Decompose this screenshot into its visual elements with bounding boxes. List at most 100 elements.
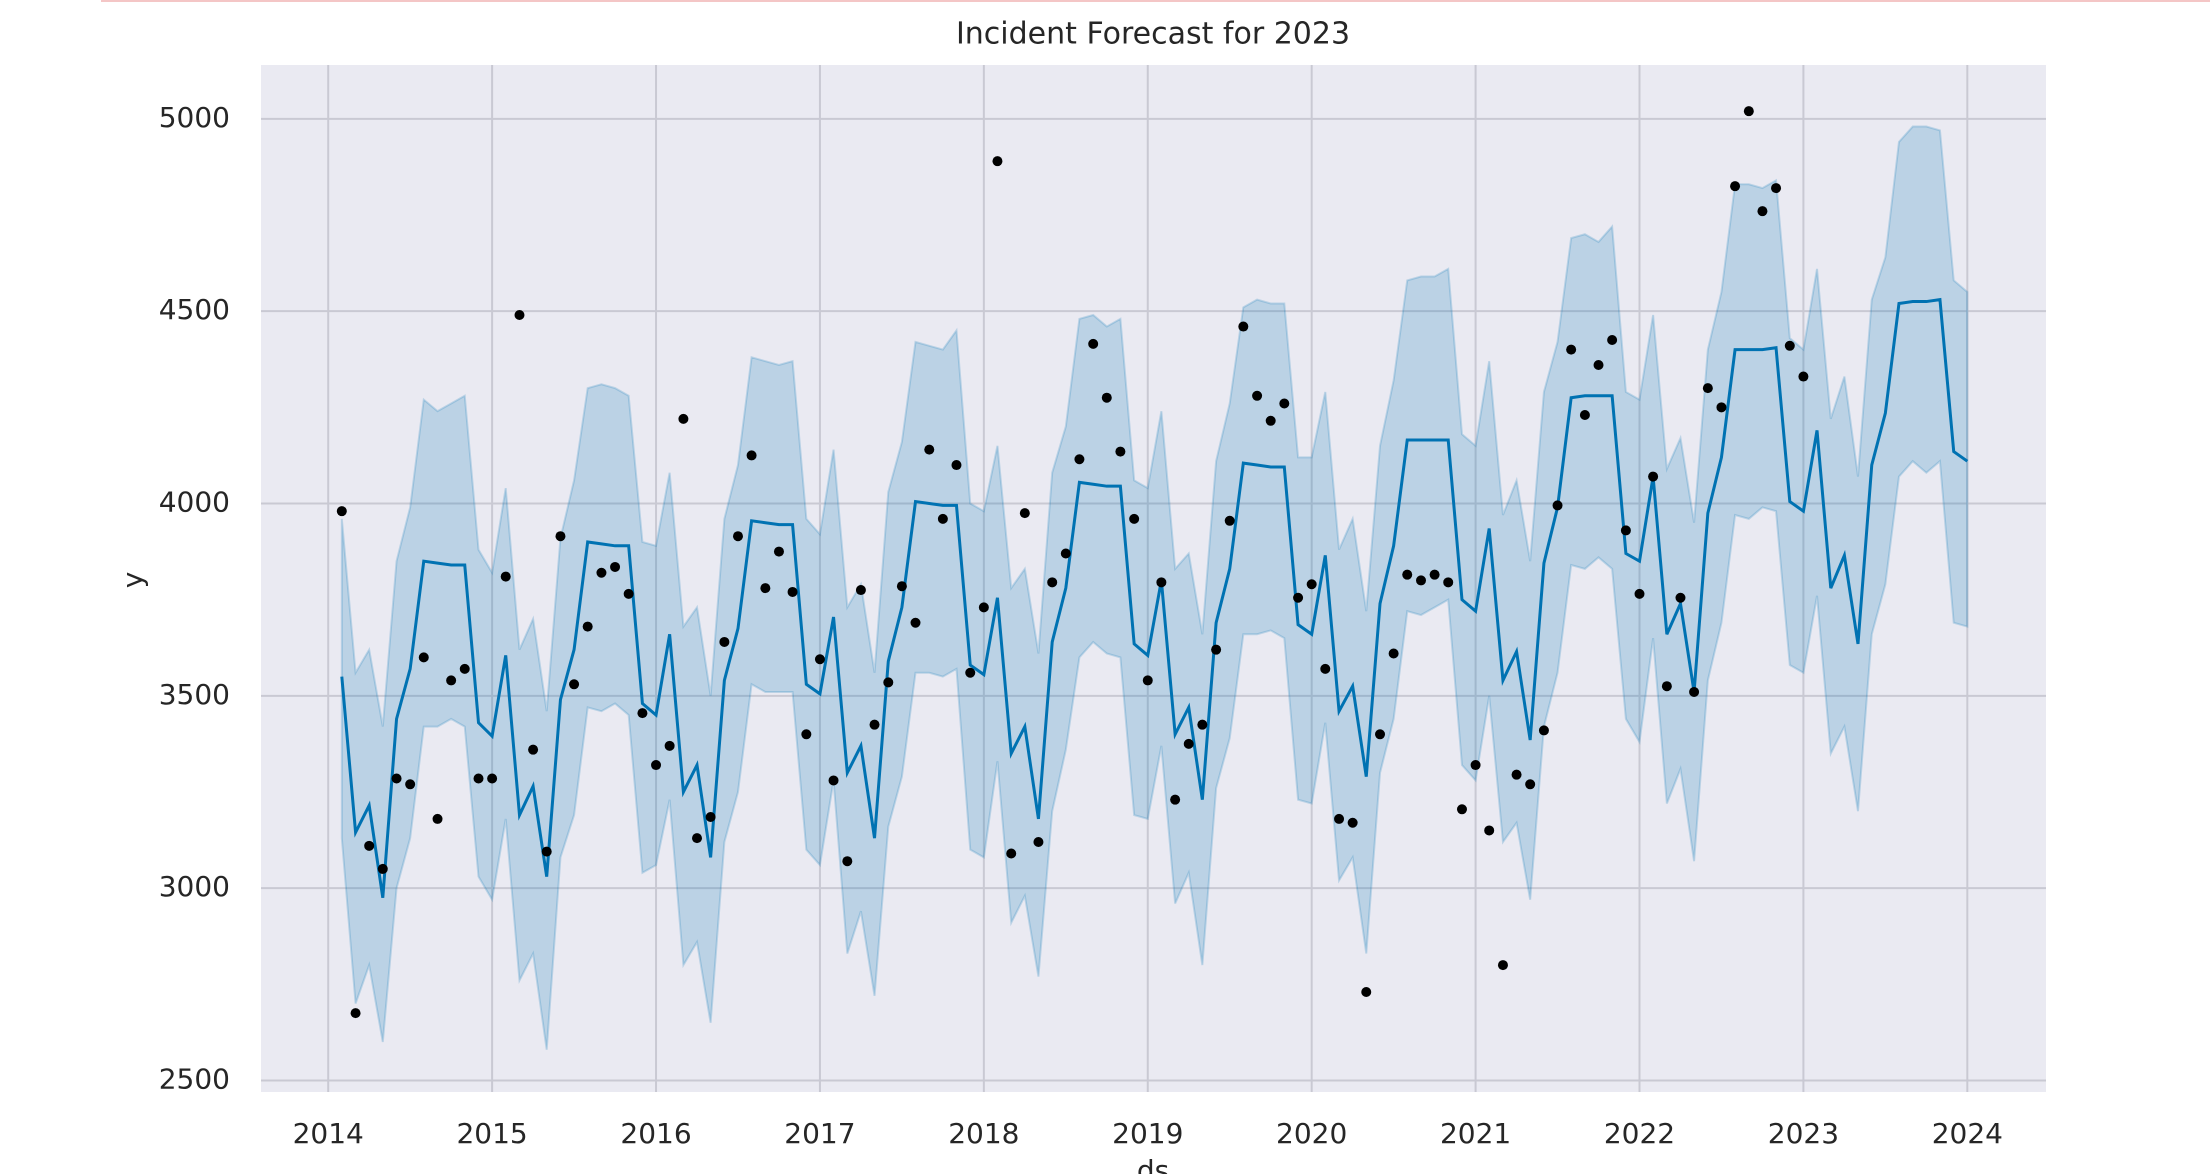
data-point	[1047, 577, 1058, 588]
data-point	[1129, 513, 1140, 524]
data-point	[446, 675, 457, 686]
data-point	[391, 773, 402, 784]
x-tick-label: 2014	[293, 1117, 364, 1150]
data-point	[1375, 729, 1386, 740]
data-point	[1279, 398, 1290, 409]
x-tick-label: 2021	[1440, 1117, 1511, 1150]
data-point	[1484, 825, 1495, 836]
data-point	[1648, 471, 1659, 482]
data-point	[1402, 569, 1413, 580]
data-point	[405, 779, 416, 790]
data-point	[528, 744, 539, 755]
data-point	[1006, 848, 1017, 859]
data-point	[855, 585, 866, 596]
data-point	[1443, 577, 1454, 588]
data-point	[978, 602, 989, 613]
data-point	[1388, 648, 1399, 659]
y-tick-label: 3000	[159, 870, 230, 903]
x-tick-label: 2017	[784, 1117, 855, 1150]
data-point	[582, 621, 593, 632]
data-point	[377, 863, 388, 874]
data-point	[1074, 454, 1085, 465]
data-point	[1238, 321, 1249, 332]
data-point	[1347, 817, 1358, 828]
data-point	[336, 506, 347, 517]
data-point	[1170, 794, 1181, 805]
y-tick-label: 4000	[159, 485, 230, 518]
data-point	[1197, 719, 1208, 730]
x-tick-label: 2022	[1604, 1117, 1675, 1150]
data-point	[364, 840, 375, 851]
data-point	[1265, 415, 1276, 426]
data-point	[692, 833, 703, 844]
y-tick-label: 3500	[159, 678, 230, 711]
data-point	[1525, 779, 1536, 790]
data-point	[1361, 986, 1372, 997]
data-point	[869, 719, 880, 730]
data-point	[1306, 579, 1317, 590]
data-point	[992, 156, 1003, 167]
data-point	[1661, 681, 1672, 692]
data-point	[1320, 663, 1331, 674]
data-point	[1142, 675, 1153, 686]
data-point	[910, 617, 921, 628]
chart-title: Incident Forecast for 2023	[956, 17, 1350, 52]
x-tick-label: 2018	[948, 1117, 1019, 1150]
data-point	[1689, 686, 1700, 697]
data-point	[541, 846, 552, 857]
data-point	[473, 773, 484, 784]
y-tick-label: 4500	[159, 293, 230, 326]
data-point	[1156, 577, 1167, 588]
data-point	[1429, 569, 1440, 580]
data-point	[1716, 402, 1727, 413]
data-point	[896, 581, 907, 592]
data-point	[459, 663, 470, 674]
data-point	[1115, 446, 1126, 457]
data-point	[746, 450, 757, 461]
data-point	[937, 513, 948, 524]
data-point	[1211, 644, 1222, 655]
data-point	[1784, 340, 1795, 351]
forecast-line	[340, 297, 1969, 898]
y-tick-label: 2500	[159, 1062, 230, 1095]
uncertainty-band	[340, 125, 1969, 1050]
y-tick-label: 5000	[159, 101, 230, 134]
data-point	[773, 546, 784, 557]
data-point	[678, 413, 689, 424]
data-point	[555, 531, 566, 542]
data-point	[350, 1008, 361, 1019]
data-point	[569, 679, 580, 690]
data-point	[651, 760, 662, 771]
data-point	[1771, 183, 1782, 194]
data-point	[1293, 592, 1304, 603]
data-point	[1497, 960, 1508, 971]
data-point	[1183, 738, 1194, 749]
data-point	[1607, 335, 1618, 346]
data-point	[664, 740, 675, 751]
data-point	[637, 708, 648, 719]
data-point	[1757, 206, 1768, 217]
data-point	[828, 775, 839, 786]
data-point	[1798, 371, 1809, 382]
y-axis-label: y	[116, 572, 149, 589]
plot-background	[261, 65, 2046, 1092]
data-point	[1675, 592, 1686, 603]
data-point	[1552, 500, 1563, 511]
data-point	[596, 567, 607, 578]
x-tick-label: 2019	[1112, 1117, 1183, 1150]
data-point	[432, 813, 443, 824]
data-point	[1101, 392, 1112, 403]
data-point	[1634, 588, 1645, 599]
x-tick-label: 2016	[620, 1117, 691, 1150]
data-point	[1579, 410, 1590, 421]
data-point	[1456, 804, 1467, 815]
data-point	[705, 811, 716, 822]
x-axis-label: ds	[1137, 1154, 1169, 1174]
data-point	[1511, 769, 1522, 780]
data-point	[965, 667, 976, 678]
data-point	[1252, 390, 1263, 401]
data-point	[514, 310, 525, 321]
data-point	[924, 444, 935, 455]
